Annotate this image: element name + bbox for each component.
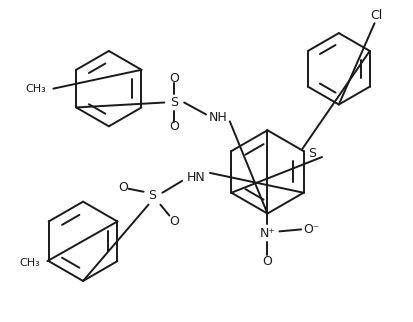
Text: N⁺: N⁺: [259, 227, 275, 240]
Text: S: S: [170, 96, 178, 109]
Text: CH₃: CH₃: [19, 258, 40, 268]
Text: Cl: Cl: [370, 9, 383, 22]
Text: O⁻: O⁻: [303, 223, 319, 236]
Text: S: S: [308, 147, 316, 160]
Text: O: O: [263, 255, 273, 268]
Text: S: S: [148, 189, 157, 202]
Text: NH: NH: [209, 111, 227, 124]
Text: HN: HN: [187, 171, 205, 185]
Text: O: O: [169, 120, 179, 133]
Text: O: O: [169, 215, 179, 228]
Text: O: O: [169, 72, 179, 85]
Text: CH₃: CH₃: [25, 84, 46, 94]
Text: O: O: [118, 181, 128, 194]
